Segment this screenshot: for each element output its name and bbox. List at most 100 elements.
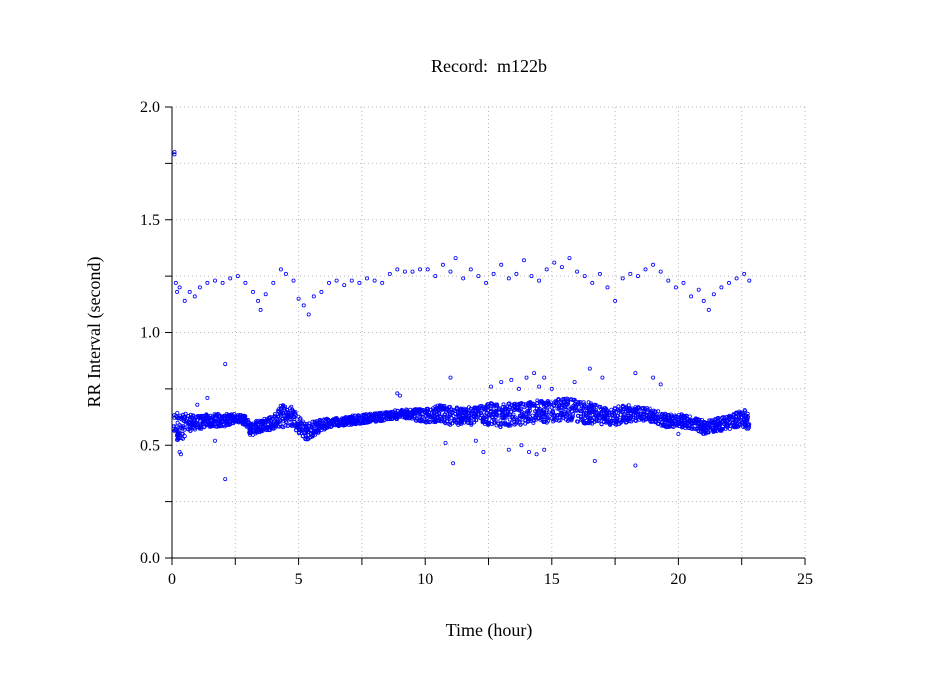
data-point bbox=[605, 285, 610, 290]
data-point bbox=[620, 276, 625, 281]
data-point bbox=[692, 426, 697, 431]
data-point bbox=[274, 419, 279, 424]
data-point bbox=[319, 428, 324, 433]
data-point bbox=[557, 397, 562, 402]
data-point bbox=[634, 418, 639, 423]
data-point bbox=[501, 408, 506, 413]
x-tick-label: 5 bbox=[295, 571, 303, 588]
data-point bbox=[511, 408, 516, 413]
data-point bbox=[690, 418, 695, 423]
data-point bbox=[537, 384, 542, 389]
data-point bbox=[588, 415, 593, 420]
data-point bbox=[414, 411, 419, 416]
data-point bbox=[643, 267, 648, 272]
data-point bbox=[563, 402, 568, 407]
data-point bbox=[212, 278, 217, 283]
data-point bbox=[509, 377, 514, 382]
data-point bbox=[516, 386, 521, 391]
data-point bbox=[693, 416, 698, 421]
data-point bbox=[404, 414, 409, 419]
data-point bbox=[323, 426, 328, 431]
data-point bbox=[618, 412, 623, 417]
data-point bbox=[187, 289, 192, 294]
data-point bbox=[635, 274, 640, 279]
data-point bbox=[235, 274, 240, 279]
data-point bbox=[436, 408, 441, 413]
data-point bbox=[172, 150, 177, 155]
data-point bbox=[463, 407, 468, 412]
data-point bbox=[702, 420, 707, 425]
data-point bbox=[243, 422, 248, 427]
data-point bbox=[307, 421, 312, 426]
data-point bbox=[188, 412, 193, 417]
data-point bbox=[461, 410, 466, 415]
data-point bbox=[363, 418, 368, 423]
data-point bbox=[357, 421, 362, 426]
data-point bbox=[654, 419, 659, 424]
data-point bbox=[690, 426, 695, 431]
data-point bbox=[271, 280, 276, 285]
data-point bbox=[521, 401, 526, 406]
data-point bbox=[720, 427, 725, 432]
data-point bbox=[505, 412, 510, 417]
data-point bbox=[175, 420, 180, 425]
data-point bbox=[717, 422, 722, 427]
data-point bbox=[299, 420, 304, 425]
data-point bbox=[345, 420, 350, 425]
data-point bbox=[747, 425, 752, 430]
data-point bbox=[297, 430, 302, 435]
data-point bbox=[719, 285, 724, 290]
data-point bbox=[538, 407, 543, 412]
data-point bbox=[555, 415, 560, 420]
data-point bbox=[453, 408, 458, 413]
data-point bbox=[687, 414, 692, 419]
data-point bbox=[217, 413, 222, 418]
data-point bbox=[431, 410, 436, 415]
data-point bbox=[628, 416, 633, 421]
data-point bbox=[574, 408, 579, 413]
data-point bbox=[636, 405, 641, 410]
data-point bbox=[428, 419, 433, 424]
data-point bbox=[681, 418, 686, 423]
data-point bbox=[292, 417, 297, 422]
x-tick-label: 25 bbox=[797, 571, 813, 588]
data-point bbox=[237, 417, 242, 422]
data-point bbox=[405, 409, 410, 414]
data-point bbox=[279, 416, 284, 421]
data-point bbox=[492, 409, 497, 414]
data-point bbox=[578, 415, 583, 420]
data-point bbox=[618, 418, 623, 423]
data-point bbox=[230, 413, 235, 418]
data-point bbox=[290, 423, 295, 428]
data-point bbox=[747, 278, 752, 283]
data-point bbox=[561, 396, 566, 401]
data-point bbox=[604, 419, 609, 424]
data-point bbox=[216, 421, 221, 426]
data-point bbox=[197, 285, 202, 290]
data-point bbox=[407, 416, 412, 421]
data-point bbox=[673, 422, 678, 427]
data-point bbox=[575, 419, 580, 424]
data-point bbox=[258, 307, 263, 312]
data-point bbox=[455, 412, 460, 417]
data-point bbox=[284, 407, 289, 412]
data-point bbox=[428, 407, 433, 412]
data-point bbox=[493, 418, 498, 423]
data-point bbox=[419, 417, 424, 422]
data-point bbox=[305, 437, 310, 442]
data-point bbox=[603, 405, 608, 410]
data-point bbox=[281, 425, 286, 430]
data-point bbox=[256, 298, 261, 303]
data-point bbox=[524, 375, 529, 380]
data-point bbox=[660, 412, 665, 417]
data-point bbox=[442, 406, 447, 411]
data-point bbox=[604, 411, 609, 416]
data-point bbox=[715, 418, 720, 423]
y-axis-label: RR Interval (second) bbox=[84, 257, 105, 408]
data-point bbox=[272, 412, 277, 417]
data-point bbox=[192, 427, 197, 432]
data-point bbox=[544, 267, 549, 272]
data-point bbox=[659, 423, 664, 428]
data-point bbox=[172, 152, 177, 157]
data-point bbox=[583, 415, 588, 420]
